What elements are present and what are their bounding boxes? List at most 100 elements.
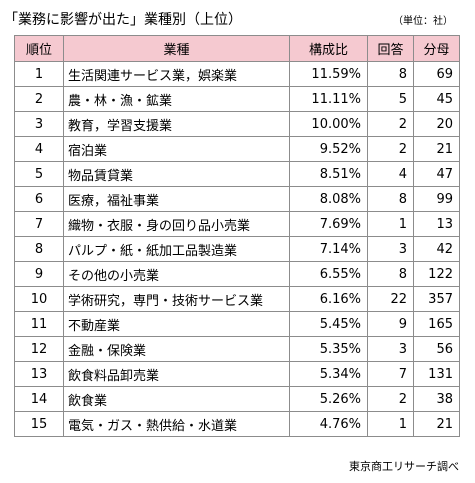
denominator-cell: 165 [413, 311, 460, 337]
rank-cell: 4 [14, 136, 64, 162]
table-row: 12 金融・保険業 5.35% 3 56 [14, 336, 460, 362]
table-row: 1 生活関連サービス業，娯楽業 11.59% 8 69 [14, 61, 460, 87]
share-cell: 9.52% [289, 136, 368, 162]
rank-cell: 12 [14, 336, 64, 362]
industry-cell: 金融・保険業 [63, 336, 290, 362]
table-row: 8 パルプ・紙・紙加工品製造業 7.14% 3 42 [14, 236, 460, 262]
table-row: 10 学術研究，専門・技術サービス業 6.16% 22 357 [14, 286, 460, 312]
table-row: 4 宿泊業 9.52% 2 21 [14, 136, 460, 162]
responses-cell: 7 [367, 361, 414, 387]
share-cell: 5.34% [289, 361, 368, 387]
share-cell: 7.14% [289, 236, 368, 262]
denominator-cell: 45 [413, 86, 460, 112]
share-cell: 11.59% [289, 61, 368, 87]
table-row: 15 電気・ガス・熱供給・水道業 4.76% 1 21 [14, 411, 460, 437]
denominator-cell: 21 [413, 136, 460, 162]
industry-cell: 飲食業 [63, 386, 290, 412]
responses-cell: 2 [367, 111, 414, 137]
responses-cell: 4 [367, 161, 414, 187]
responses-cell: 1 [367, 211, 414, 237]
table-row: 13 飲食料品卸売業 5.34% 7 131 [14, 361, 460, 387]
table-row: 6 医療，福祉事業 8.08% 8 99 [14, 186, 460, 212]
denominator-cell: 13 [413, 211, 460, 237]
rank-cell: 8 [14, 236, 64, 262]
industry-cell: 医療，福祉事業 [63, 186, 290, 212]
unit-note: （単位：社） [393, 16, 453, 27]
share-cell: 5.45% [289, 311, 368, 337]
responses-cell: 2 [367, 136, 414, 162]
responses-cell: 5 [367, 86, 414, 112]
table-row: 2 農・林・漁・鉱業 11.11% 5 45 [14, 86, 460, 112]
denominator-cell: 38 [413, 386, 460, 412]
source-note: 東京商工リサーチ調べ [349, 460, 459, 473]
share-cell: 4.76% [289, 411, 368, 437]
share-cell: 8.08% [289, 186, 368, 212]
rank-cell: 2 [14, 86, 64, 112]
rank-cell: 11 [14, 311, 64, 337]
responses-cell: 3 [367, 336, 414, 362]
title-row: 「業務に影響が出た」業種別（上位） （単位：社） [4, 6, 471, 28]
table-row: 3 教育，学習支援業 10.00% 2 20 [14, 111, 460, 137]
responses-cell: 8 [367, 61, 414, 87]
header-denominator: 分母 [413, 35, 460, 62]
rank-cell: 10 [14, 286, 64, 312]
rank-cell: 14 [14, 386, 64, 412]
industry-cell: 教育，学習支援業 [63, 111, 290, 137]
table-row: 11 不動産業 5.45% 9 165 [14, 311, 460, 337]
denominator-cell: 47 [413, 161, 460, 187]
industry-cell: 生活関連サービス業，娯楽業 [63, 61, 290, 87]
rank-cell: 7 [14, 211, 64, 237]
table-row: 9 その他の小売業 6.55% 8 122 [14, 261, 460, 287]
denominator-cell: 122 [413, 261, 460, 287]
share-cell: 6.55% [289, 261, 368, 287]
share-cell: 10.00% [289, 111, 368, 137]
responses-cell: 1 [367, 411, 414, 437]
denominator-cell: 21 [413, 411, 460, 437]
rank-cell: 6 [14, 186, 64, 212]
rank-cell: 9 [14, 261, 64, 287]
share-cell: 11.11% [289, 86, 368, 112]
industry-cell: 農・林・漁・鉱業 [63, 86, 290, 112]
denominator-cell: 99 [413, 186, 460, 212]
denominator-cell: 357 [413, 286, 460, 312]
industry-cell: 織物・衣服・身の回り品小売業 [63, 211, 290, 237]
responses-cell: 8 [367, 186, 414, 212]
industry-cell: 宿泊業 [63, 136, 290, 162]
header-row: 順位 業種 構成比 回答 分母 [14, 35, 460, 62]
rank-cell: 1 [14, 61, 64, 87]
rank-cell: 13 [14, 361, 64, 387]
rank-cell: 15 [14, 411, 64, 437]
responses-cell: 2 [367, 386, 414, 412]
industry-cell: パルプ・紙・紙加工品製造業 [63, 236, 290, 262]
table-row: 5 物品賃貸業 8.51% 4 47 [14, 161, 460, 187]
table-row: 7 織物・衣服・身の回り品小売業 7.69% 1 13 [14, 211, 460, 237]
table-row: 14 飲食業 5.26% 2 38 [14, 386, 460, 412]
table-title: 「業務に影響が出た」業種別（上位） [4, 12, 242, 28]
share-cell: 5.26% [289, 386, 368, 412]
denominator-cell: 42 [413, 236, 460, 262]
denominator-cell: 56 [413, 336, 460, 362]
industry-cell: 電気・ガス・熱供給・水道業 [63, 411, 290, 437]
responses-cell: 8 [367, 261, 414, 287]
header-rank: 順位 [14, 35, 64, 62]
industry-table: 順位 業種 構成比 回答 分母 1 生活関連サービス業，娯楽業 11.59% 8 69 2… [14, 35, 460, 437]
share-cell: 6.16% [289, 286, 368, 312]
industry-cell: 不動産業 [63, 311, 290, 337]
responses-cell: 3 [367, 236, 414, 262]
denominator-cell: 20 [413, 111, 460, 137]
header-industry: 業種 [63, 35, 290, 62]
header-responses: 回答 [367, 35, 414, 62]
rank-cell: 5 [14, 161, 64, 187]
header-share: 構成比 [289, 35, 368, 62]
industry-cell: 学術研究，専門・技術サービス業 [63, 286, 290, 312]
industry-cell: 飲食料品卸売業 [63, 361, 290, 387]
denominator-cell: 69 [413, 61, 460, 87]
industry-cell: その他の小売業 [63, 261, 290, 287]
share-cell: 7.69% [289, 211, 368, 237]
rank-cell: 3 [14, 111, 64, 137]
industry-cell: 物品賃貸業 [63, 161, 290, 187]
denominator-cell: 131 [413, 361, 460, 387]
table-body: 1 生活関連サービス業，娯楽業 11.59% 8 69 2 農・林・漁・鉱業 11.11% 5 4… [14, 61, 460, 437]
responses-cell: 22 [367, 286, 414, 312]
share-cell: 5.35% [289, 336, 368, 362]
